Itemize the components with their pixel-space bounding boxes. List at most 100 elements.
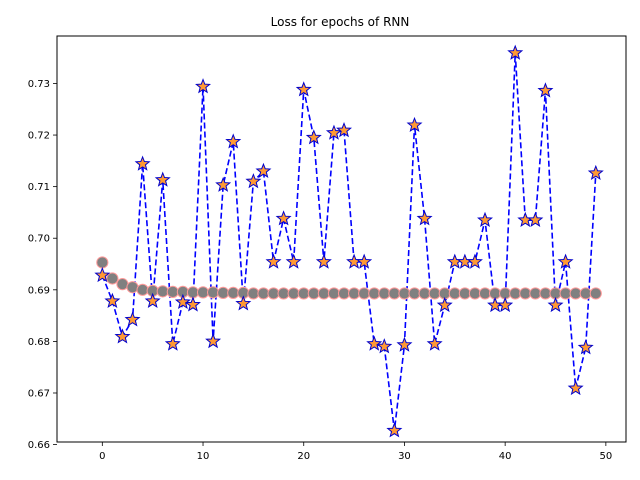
series-2-point	[378, 287, 391, 300]
series-1-point	[174, 293, 191, 309]
series-1-point	[587, 164, 604, 181]
series-1-point	[144, 292, 161, 308]
series-1-point	[557, 253, 574, 269]
x-tick-label-20: 20	[297, 451, 310, 462]
series-1-point	[265, 253, 282, 269]
series-1-point	[527, 211, 544, 227]
series-1-point	[295, 81, 312, 97]
series-1-point	[305, 129, 322, 145]
series-1-point	[94, 266, 111, 283]
series-2-point	[559, 287, 572, 300]
series-1-point	[507, 44, 524, 60]
series-2-point	[136, 283, 149, 296]
series-2-point	[287, 287, 300, 300]
series-1-point	[567, 379, 584, 396]
series-1-point	[315, 253, 332, 269]
series-1-point	[215, 176, 232, 192]
series-1-point	[406, 116, 423, 133]
series-2-point	[247, 287, 260, 300]
series-2-point	[327, 287, 341, 300]
series-1-point	[245, 173, 262, 189]
plot-area: 0 10 20 30 40 50 0.66 0.67 0.68 0.69 0.70 0.71 0.72 0…	[28, 44, 612, 462]
series-1-point	[205, 333, 222, 349]
series-2-point	[398, 287, 411, 300]
series-1-point	[154, 171, 171, 187]
series-1-point	[356, 253, 373, 269]
series-2-point	[166, 285, 179, 298]
y-tick-label-4: 0.70	[28, 234, 50, 245]
series-1-point	[195, 78, 212, 94]
x-tick-label-50: 50	[599, 451, 612, 462]
series-2-point	[529, 287, 542, 300]
series-2-point	[206, 286, 220, 299]
series-1-point	[477, 211, 493, 227]
series-2-point	[569, 287, 582, 300]
x-tick-label-30: 30	[398, 451, 411, 462]
series-1-point	[325, 124, 342, 140]
series-2-point	[317, 287, 330, 300]
series-2-point	[186, 286, 200, 299]
series-2-point	[337, 287, 351, 300]
series-2-point	[267, 287, 280, 300]
y-tick-label-3: 0.69	[28, 285, 50, 296]
series-1-point	[366, 335, 383, 351]
series-2-point	[428, 287, 441, 300]
series-2-point	[368, 287, 381, 300]
series-1-point	[396, 336, 413, 352]
series-2-point	[478, 287, 492, 300]
y-tick-label-6: 0.72	[28, 131, 50, 142]
series-2-point	[509, 287, 522, 300]
series-2-point	[156, 285, 169, 298]
series-2-point	[106, 272, 119, 285]
series-2-point	[408, 287, 421, 300]
x-tick-label-0: 0	[99, 451, 105, 462]
series-1-point	[164, 335, 181, 351]
series-2-point	[468, 287, 482, 300]
series-2-point	[458, 287, 471, 300]
series-1-point	[547, 296, 564, 313]
series-2-point	[388, 287, 401, 300]
series-2-point	[358, 287, 371, 300]
x-tick-label-40: 40	[499, 451, 512, 462]
series-2-point	[257, 287, 270, 300]
series-2-point	[307, 287, 320, 300]
series-1-point	[285, 253, 302, 269]
series-1-point	[436, 296, 453, 313]
series-2-point	[196, 286, 210, 299]
series-1-point	[376, 338, 393, 354]
series-1-point	[466, 253, 483, 269]
series-2-point	[448, 287, 461, 300]
series-1-point	[255, 162, 272, 178]
series-1-point	[275, 210, 292, 226]
y-tick-label-0: 0.66	[28, 440, 50, 451]
series-1-point	[225, 133, 242, 149]
x-tick-label-10: 10	[197, 451, 210, 462]
chart-title: Loss for epochs of RNN	[271, 15, 410, 29]
series-1-point	[386, 422, 403, 438]
series-2-point	[116, 278, 129, 291]
series-1-point	[104, 292, 121, 308]
series-1-point	[497, 296, 514, 313]
series-2-point	[579, 287, 592, 300]
series-2-point	[217, 286, 230, 300]
series-1-point	[336, 122, 353, 138]
y-tick-label-1: 0.67	[28, 388, 50, 399]
series-1-point	[537, 82, 554, 98]
series-1-point	[124, 311, 141, 327]
series-1-point	[114, 328, 131, 344]
series-2-point	[277, 287, 290, 300]
series-2-point	[589, 287, 602, 300]
y-tick-label-7: 0.73	[28, 79, 50, 90]
series-2-point	[418, 287, 431, 300]
series-1-point	[134, 155, 151, 171]
y-tick-label-2: 0.68	[28, 337, 50, 348]
series-1-point	[184, 296, 201, 312]
series-1-point	[416, 210, 433, 226]
series-2-point	[347, 287, 361, 300]
series-2-point	[96, 256, 109, 269]
series-2-point	[227, 286, 240, 300]
axes-frame	[56, 35, 627, 443]
series-2-point	[539, 287, 552, 300]
y-tick-label-5: 0.71	[28, 182, 50, 193]
